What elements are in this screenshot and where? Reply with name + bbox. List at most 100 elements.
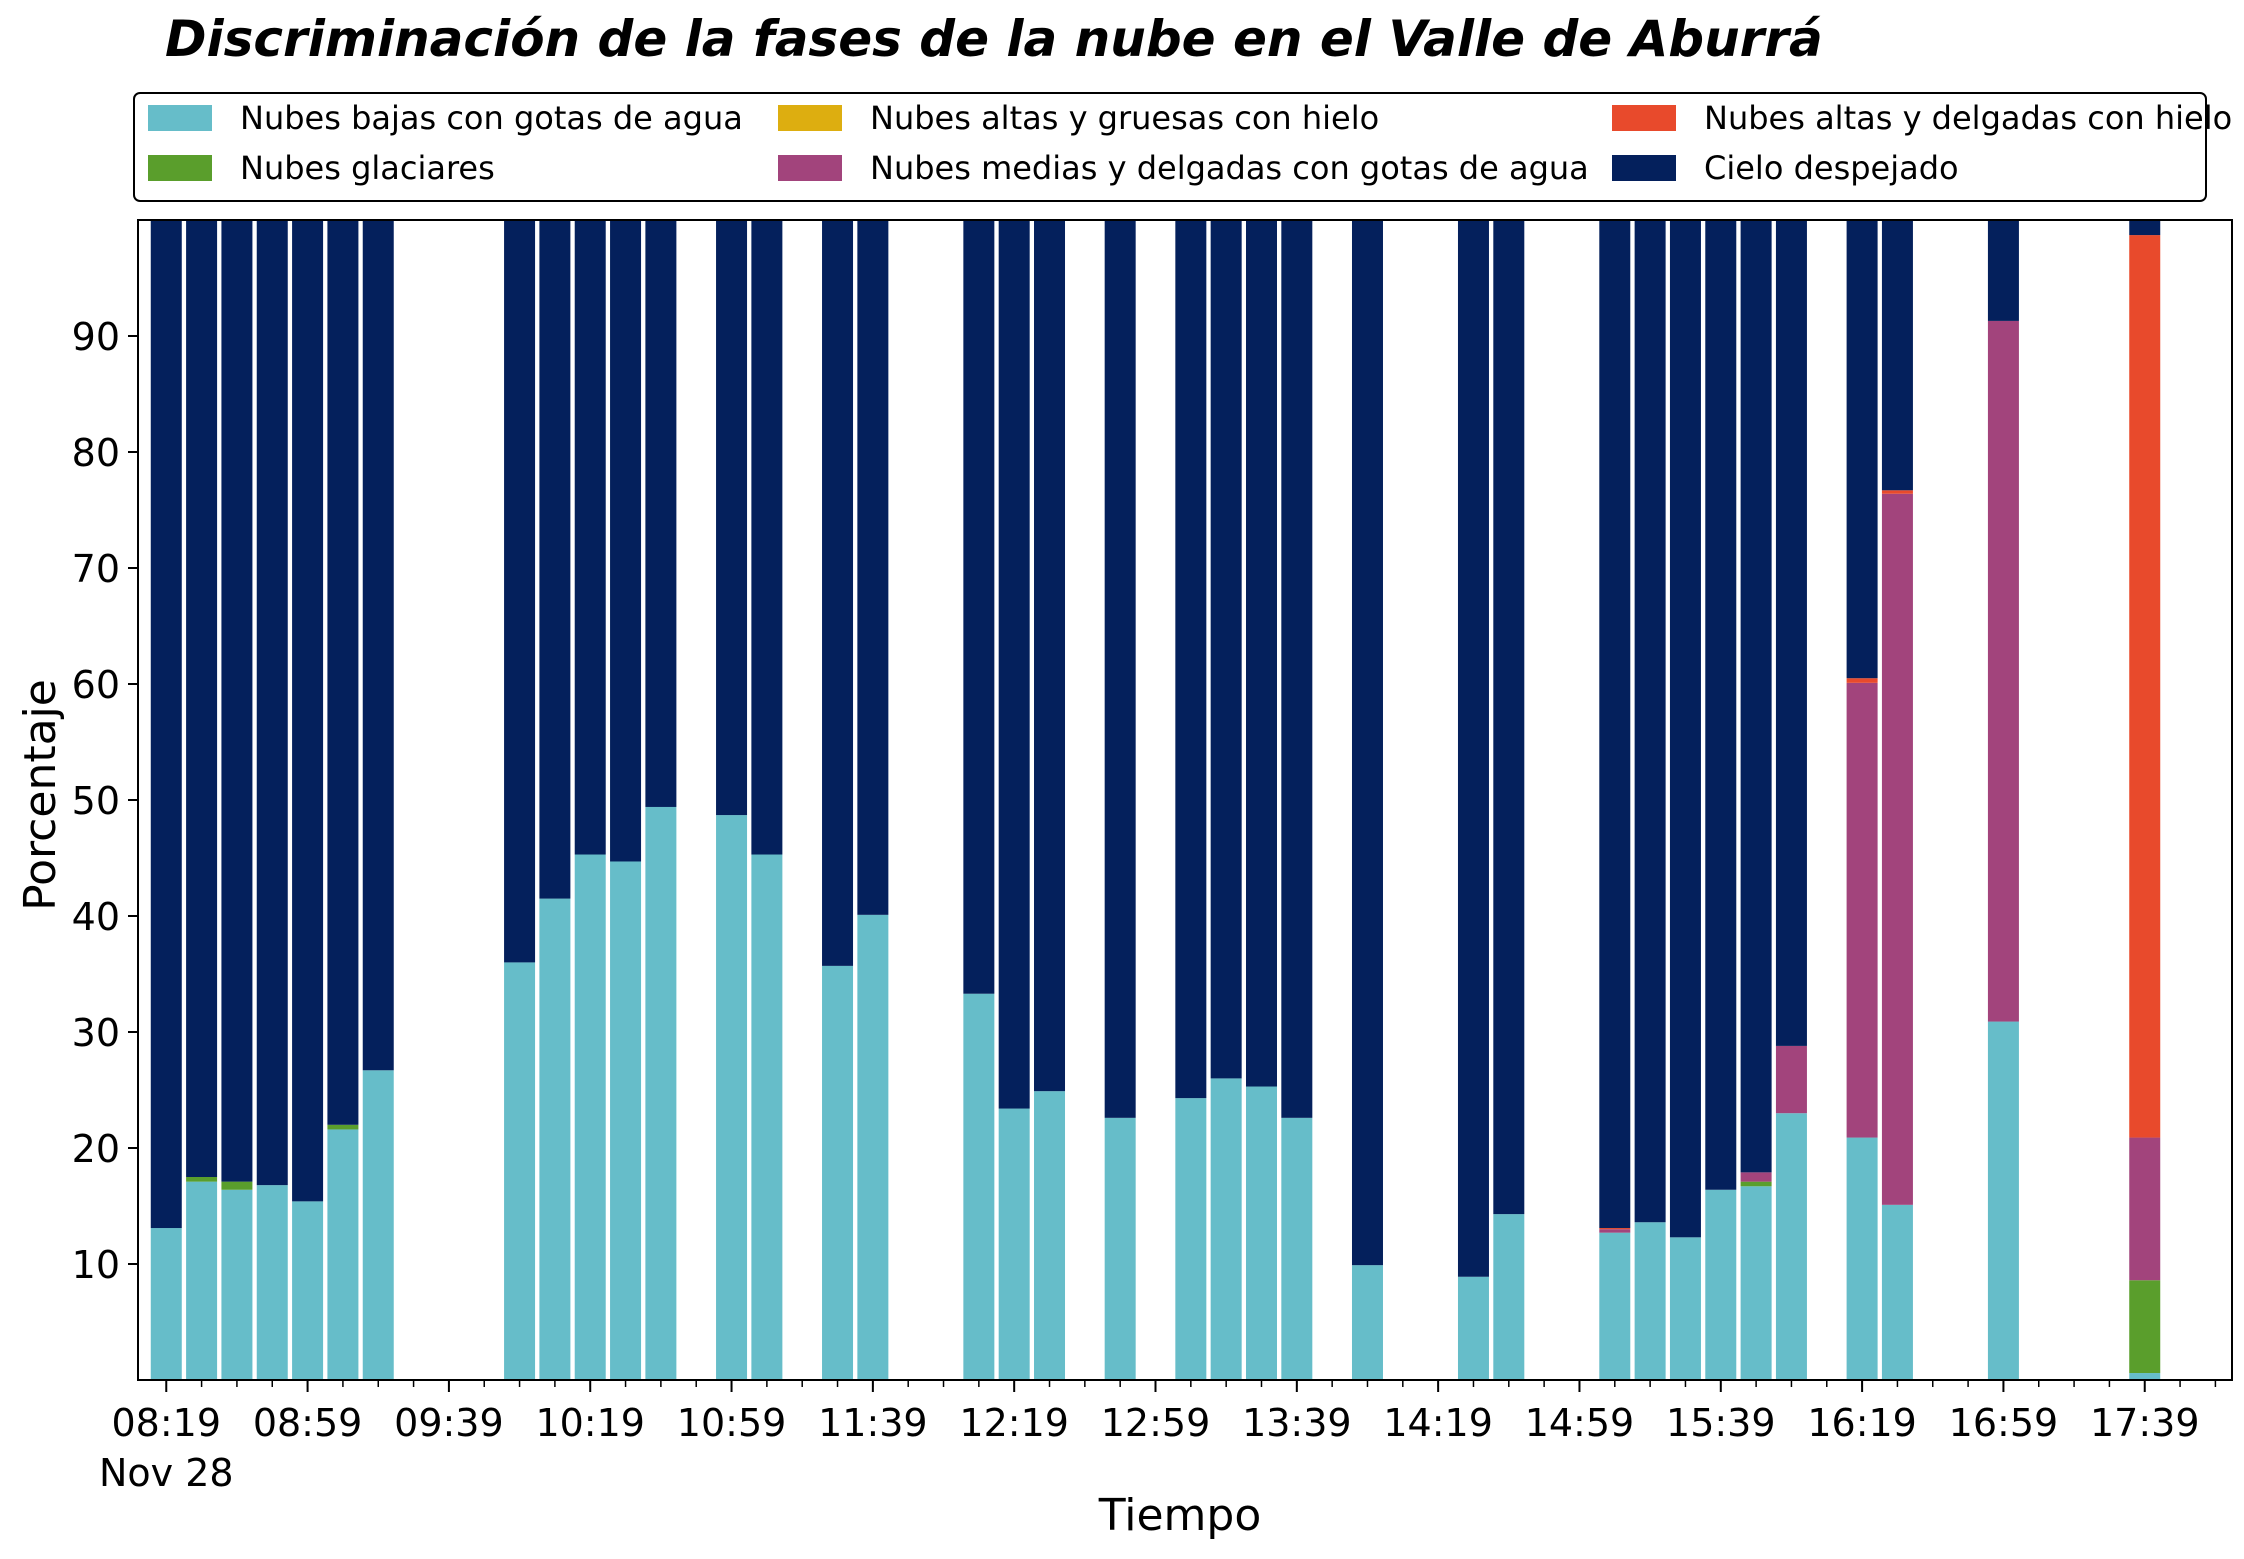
bar-segment-nubes-bajas-con-gotas-de-agua — [539, 898, 571, 1380]
bar-segment-cielo-despejado — [362, 220, 394, 1071]
bar-segment-nubes-bajas-con-gotas-de-agua — [1493, 1214, 1525, 1380]
bar-stack — [1740, 220, 1772, 1380]
bar-segment-nubes-glaciares — [1740, 1181, 1772, 1187]
bar-segment-cielo-despejado — [1669, 220, 1701, 1238]
bar-stack — [1210, 220, 1242, 1380]
bar-segment-cielo-despejado — [1210, 220, 1242, 1079]
bar-segment-nubes-bajas-con-gotas-de-agua — [751, 854, 783, 1380]
bar-segment-nubes-glaciares — [221, 1181, 253, 1190]
bar-segment-cielo-despejado — [504, 220, 536, 963]
plot-frame — [137, 219, 2233, 1381]
bar-segment-nubes-bajas-con-gotas-de-agua — [150, 1228, 182, 1380]
bar-segment-nubes-medias-y-delgadas-con-gotas-de-agua — [1881, 493, 1913, 1205]
legend-label: Nubes altas y delgadas con hielo — [1704, 99, 2232, 137]
bar-segment-nubes-bajas-con-gotas-de-agua — [1245, 1086, 1277, 1380]
bar-segment-nubes-altas-y-delgadas-con-hielo — [1599, 1228, 1631, 1230]
bar-segment-cielo-despejado — [539, 220, 571, 899]
bar-segment-nubes-bajas-con-gotas-de-agua — [1175, 1098, 1207, 1380]
bar-segment-cielo-despejado — [963, 220, 995, 994]
bar-segment-nubes-medias-y-delgadas-con-gotas-de-agua — [1599, 1229, 1631, 1233]
bar-segment-nubes-bajas-con-gotas-de-agua — [327, 1129, 359, 1380]
bar-segment-nubes-medias-y-delgadas-con-gotas-de-agua — [1846, 682, 1878, 1138]
bar-segment-nubes-bajas-con-gotas-de-agua — [963, 993, 995, 1380]
x-tick-label: 15:39 — [1666, 1401, 1776, 1445]
bar-segment-cielo-despejado — [1846, 220, 1878, 679]
x-tick-label: 14:19 — [1383, 1401, 1493, 1445]
y-tick-label: 10 — [72, 1243, 120, 1287]
bar-segment-nubes-bajas-con-gotas-de-agua — [1775, 1113, 1807, 1380]
bar-segment-nubes-altas-y-delgadas-con-hielo — [2129, 235, 2161, 1138]
bar-segment-nubes-bajas-con-gotas-de-agua — [1104, 1117, 1136, 1380]
bar-segment-nubes-medias-y-delgadas-con-gotas-de-agua — [2129, 1137, 2161, 1281]
bar-stack — [2129, 220, 2161, 1380]
bar-segment-nubes-bajas-con-gotas-de-agua — [716, 815, 748, 1380]
bar-segment-nubes-bajas-con-gotas-de-agua — [1634, 1222, 1666, 1380]
bar-stack — [504, 220, 536, 1380]
bar-stack — [150, 220, 182, 1380]
bar-segment-cielo-despejado — [1175, 220, 1207, 1099]
bar-stack — [1846, 220, 1878, 1380]
bar-stack — [1987, 220, 2019, 1380]
x-tick-label: 10:59 — [677, 1401, 787, 1445]
legend-label: Nubes bajas con gotas de agua — [240, 99, 743, 137]
x-tick-label: 13:39 — [1242, 1401, 1352, 1445]
legend: Nubes bajas con gotas de agua Nubes glaci… — [133, 92, 2232, 202]
bar-segment-cielo-despejado — [327, 220, 359, 1125]
bar-segment-nubes-bajas-con-gotas-de-agua — [1281, 1117, 1313, 1380]
legend-swatch — [778, 105, 842, 131]
x-axis: 08:19 Nov 28 08:59 09:39 10:19 10:59 11:39 12:1… — [99, 1380, 2217, 1495]
x-tick-label: 14:59 — [1525, 1401, 1635, 1445]
legend-frame — [133, 92, 2207, 202]
bar-stack — [574, 220, 606, 1380]
bar-segment-cielo-despejado — [645, 220, 677, 807]
bar-segment-cielo-despejado — [1705, 220, 1737, 1190]
bar-stack — [1175, 220, 1207, 1380]
bar-segment-nubes-bajas-con-gotas-de-agua — [998, 1108, 1030, 1380]
x-tick-label: 08:59 — [253, 1401, 363, 1445]
bar-stack — [822, 220, 854, 1380]
bar-segment-nubes-altas-y-delgadas-con-hielo — [1881, 490, 1913, 494]
bar-stack — [1104, 220, 1136, 1380]
bar-stack — [963, 220, 995, 1380]
bar-segment-cielo-despejado — [2129, 220, 2161, 236]
legend-swatch — [1612, 155, 1676, 181]
y-tick-label: 40 — [72, 895, 120, 939]
bar-stack — [645, 220, 677, 1380]
bar-stack — [221, 220, 253, 1380]
bar-segment-nubes-bajas-con-gotas-de-agua — [822, 965, 854, 1380]
x-tick-label: 17:39 — [2090, 1401, 2200, 1445]
bar-segment-nubes-bajas-con-gotas-de-agua — [186, 1181, 218, 1380]
bar-stack — [716, 220, 748, 1380]
legend-label: Nubes altas y gruesas con hielo — [870, 99, 1379, 137]
bar-segment-cielo-despejado — [1599, 220, 1631, 1229]
bar-segment-nubes-bajas-con-gotas-de-agua — [1599, 1232, 1631, 1380]
x-tick-label: 08:19 — [112, 1401, 222, 1445]
bar-segment-nubes-bajas-con-gotas-de-agua — [362, 1070, 394, 1380]
bar-segment-cielo-despejado — [292, 220, 324, 1202]
bar-segment-cielo-despejado — [256, 220, 288, 1186]
bar-segment-cielo-despejado — [574, 220, 606, 855]
bar-segment-nubes-glaciares — [2129, 1280, 2161, 1374]
bar-segment-nubes-bajas-con-gotas-de-agua — [1740, 1186, 1772, 1380]
bar-segment-nubes-bajas-con-gotas-de-agua — [1881, 1204, 1913, 1380]
bar-segment-nubes-medias-y-delgadas-con-gotas-de-agua — [1987, 320, 2019, 1022]
bar-segment-nubes-medias-y-delgadas-con-gotas-de-agua — [1775, 1045, 1807, 1114]
x-tick-label: 16:19 — [1807, 1401, 1917, 1445]
bars-group — [150, 220, 2161, 1380]
bar-segment-cielo-despejado — [1281, 220, 1313, 1118]
legend-label: Nubes glaciares — [240, 149, 495, 187]
bar-stack — [539, 220, 571, 1380]
y-axis-label: Porcentaje — [15, 679, 66, 911]
bar-segment-nubes-medias-y-delgadas-con-gotas-de-agua — [1740, 1172, 1772, 1182]
bar-stack — [998, 220, 1030, 1380]
bar-stack — [1599, 220, 1631, 1380]
bar-stack — [1351, 220, 1383, 1380]
bar-segment-cielo-despejado — [221, 220, 253, 1182]
x-tick-label: 12:19 — [959, 1401, 1069, 1445]
x-tick-label: 12:59 — [1101, 1401, 1211, 1445]
legend-label: Cielo despejado — [1704, 149, 1959, 187]
x-tick-label: 11:39 — [818, 1401, 928, 1445]
y-tick-label: 70 — [72, 547, 120, 591]
bar-segment-nubes-bajas-con-gotas-de-agua — [1034, 1091, 1066, 1380]
bar-segment-nubes-bajas-con-gotas-de-agua — [1351, 1265, 1383, 1380]
